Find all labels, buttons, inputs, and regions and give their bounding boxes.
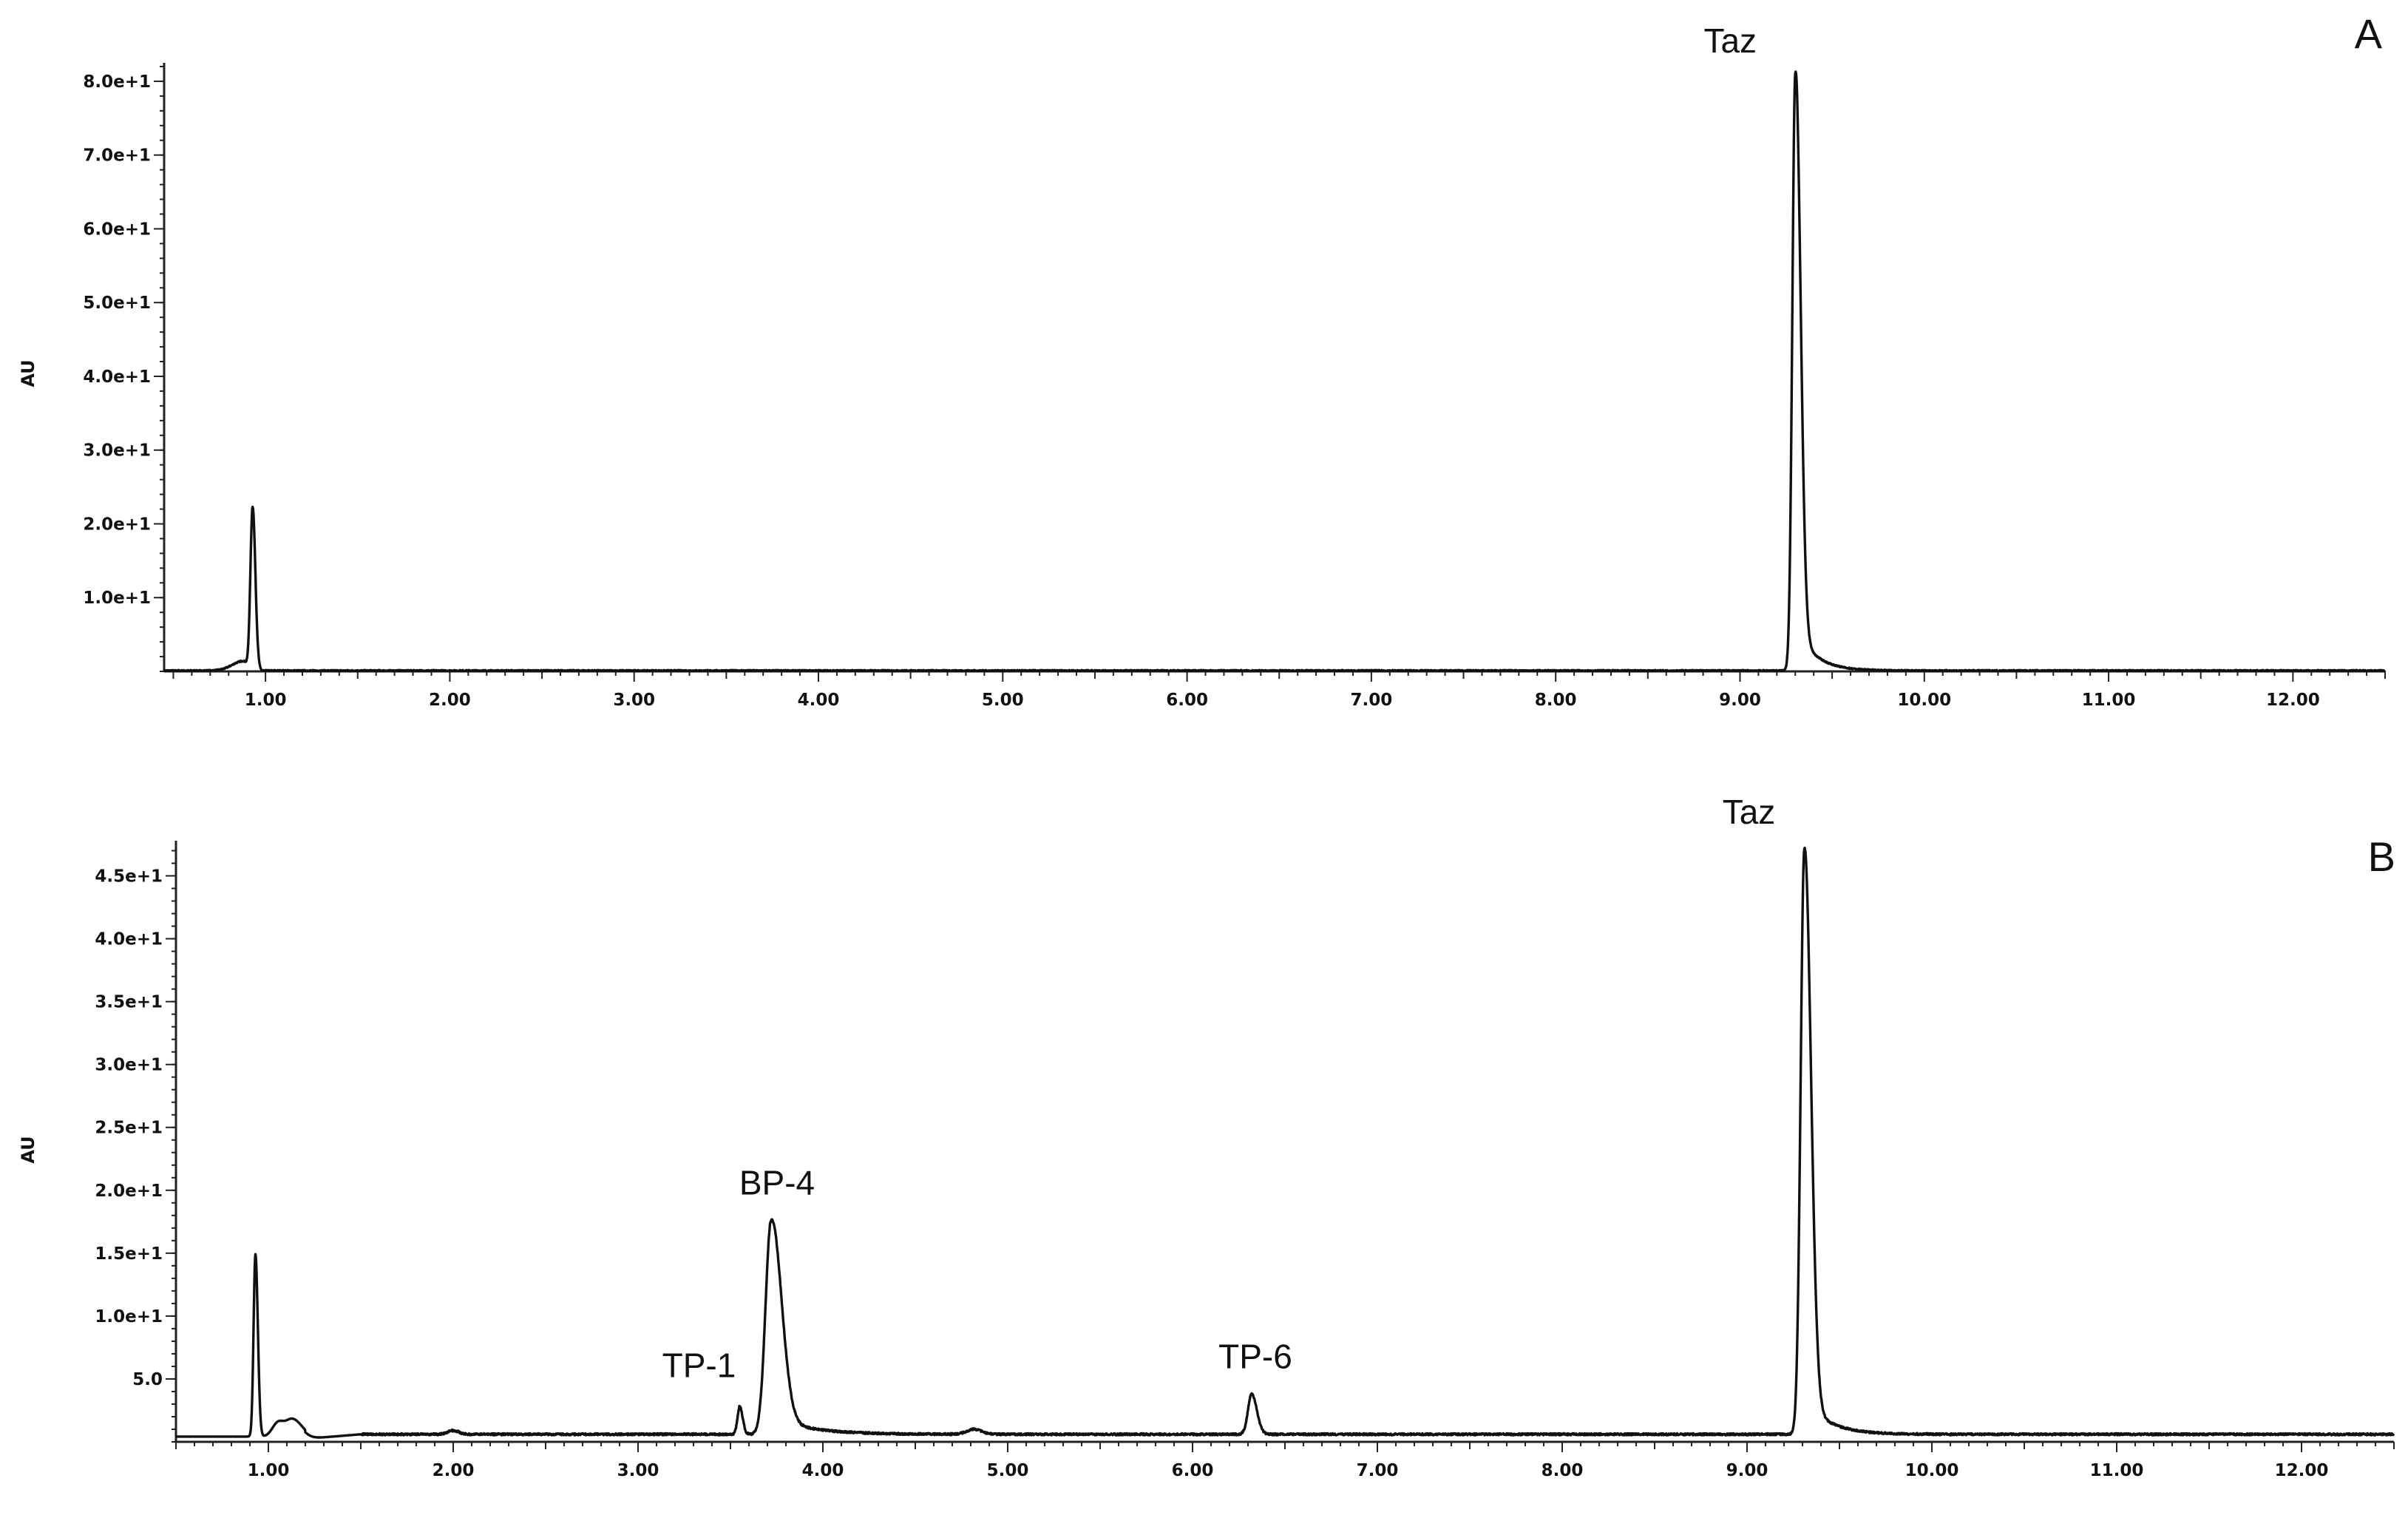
panel-b-annotations: TP-1 BP-4 TP-6 Taz bbox=[662, 793, 1776, 1385]
pb-y-tick-label: 1.5e+1 bbox=[95, 1244, 163, 1264]
pa-x-tick-label: 7.00 bbox=[1351, 691, 1393, 710]
pb-y-tick-label: 2.5e+1 bbox=[95, 1119, 163, 1138]
panel-a-annotations: Taz bbox=[1703, 21, 1757, 60]
pb-x-tick-label: 3.00 bbox=[617, 1461, 659, 1480]
pa-y-tick-label: 1.0e+1 bbox=[83, 589, 151, 608]
pb-peak-label-tp-6: TP-6 bbox=[1218, 1337, 1292, 1375]
pb-y-tick-label: 4.0e+1 bbox=[95, 930, 163, 949]
pb-x-tick-label: 4.00 bbox=[802, 1461, 844, 1480]
panel-a-series bbox=[163, 70, 2387, 673]
pb-trace-line bbox=[174, 847, 2395, 1439]
pb-x-tick-label: 12.00 bbox=[2275, 1461, 2329, 1480]
panel-b-y-axis: 5.0 1.0e+1 1.5e+1 2.0e+1 2.5e+1 3.0e+1 3.5e+1 4… bbox=[95, 841, 177, 1443]
pa-x-tick-label: 3.00 bbox=[613, 691, 655, 710]
panel-a-y-axis: 1.0e+1 2.0e+1 3.0e+1 4.0e+1 5.0e+1 6.0e+1 7.0e… bbox=[83, 63, 166, 672]
pb-x-tick-label: 9.00 bbox=[1726, 1461, 1768, 1480]
panel-a-x-axis: 1.00 2.00 3.00 4.00 5.00 6.00 7.00 8.00 9.00 10.0… bbox=[164, 670, 2386, 710]
pa-x-tick-label: 10.00 bbox=[1897, 691, 1951, 710]
pb-x-tick-label: 1.00 bbox=[248, 1461, 290, 1480]
panel-a-letter: A bbox=[2355, 10, 2383, 57]
pa-x-tick-label: 9.00 bbox=[1719, 691, 1761, 710]
pa-x-tick-label: 2.00 bbox=[429, 691, 471, 710]
panel-b-chart: B AU 5.0 1.0e+1 1.5e+1 2.0e+1 2.5e+1 3.0e+1 3.… bbox=[18, 793, 2395, 1480]
pa-y-tick-label: 3.0e+1 bbox=[83, 441, 151, 461]
pb-x-tick-label: 6.00 bbox=[1172, 1461, 1214, 1480]
pa-peak-label-taz: Taz bbox=[1703, 21, 1757, 60]
panel-b-y-axis-label: AU bbox=[18, 1136, 38, 1163]
pa-x-tick-label: 11.00 bbox=[2082, 691, 2136, 710]
pb-x-tick-label: 2.00 bbox=[433, 1461, 475, 1480]
panel-b-series bbox=[174, 847, 2395, 1439]
pa-y-tick-label: 8.0e+1 bbox=[83, 72, 151, 92]
panel-b-letter: B bbox=[2368, 833, 2395, 880]
panel-a-y-axis-label: AU bbox=[18, 359, 38, 387]
pb-y-tick-label: 2.0e+1 bbox=[95, 1182, 163, 1201]
pb-y-tick-label: 4.5e+1 bbox=[95, 867, 163, 887]
pb-y-tick-label: 5.0 bbox=[132, 1370, 163, 1389]
pb-peak-label-bp-4: BP-4 bbox=[739, 1164, 815, 1202]
pa-x-tick-label: 5.00 bbox=[982, 691, 1024, 710]
pa-x-tick-label: 8.00 bbox=[1535, 691, 1577, 710]
pb-x-tick-label: 8.00 bbox=[1542, 1461, 1584, 1480]
pb-x-tick-label: 5.00 bbox=[987, 1461, 1029, 1480]
pa-x-tick-label: 6.00 bbox=[1166, 691, 1208, 710]
pb-y-tick-label: 1.0e+1 bbox=[95, 1307, 163, 1326]
pb-x-tick-label: 11.00 bbox=[2090, 1461, 2144, 1480]
pa-y-tick-label: 6.0e+1 bbox=[83, 220, 151, 239]
pb-peak-label-tp-1: TP-1 bbox=[662, 1346, 736, 1384]
pb-y-tick-label: 3.0e+1 bbox=[95, 1056, 163, 1075]
pb-y-tick-label: 3.5e+1 bbox=[95, 993, 163, 1012]
pa-y-tick-label: 4.0e+1 bbox=[83, 367, 151, 387]
pa-y-tick-label: 2.0e+1 bbox=[83, 515, 151, 534]
pa-x-tick-label: 12.00 bbox=[2266, 691, 2320, 710]
pb-peak-label-taz: Taz bbox=[1723, 793, 1776, 831]
pa-x-tick-label: 1.00 bbox=[245, 691, 287, 710]
pb-x-tick-label: 7.00 bbox=[1357, 1461, 1399, 1480]
pa-trace-line bbox=[163, 70, 2387, 673]
pa-x-tick-label: 4.00 bbox=[798, 691, 840, 710]
panel-b-x-axis: 1.00 2.00 3.00 4.00 5.00 6.00 7.00 8.00 9.00 10.0… bbox=[175, 1440, 2395, 1480]
pa-y-tick-label: 5.0e+1 bbox=[83, 294, 151, 313]
pb-x-tick-label: 10.00 bbox=[1905, 1461, 1959, 1480]
pa-y-tick-label: 7.0e+1 bbox=[83, 146, 151, 166]
panel-a-chart: A AU 1.0e+1 2.0e+1 3.0e+1 4.0e+1 5.0e+1 6.0e+… bbox=[18, 10, 2387, 710]
